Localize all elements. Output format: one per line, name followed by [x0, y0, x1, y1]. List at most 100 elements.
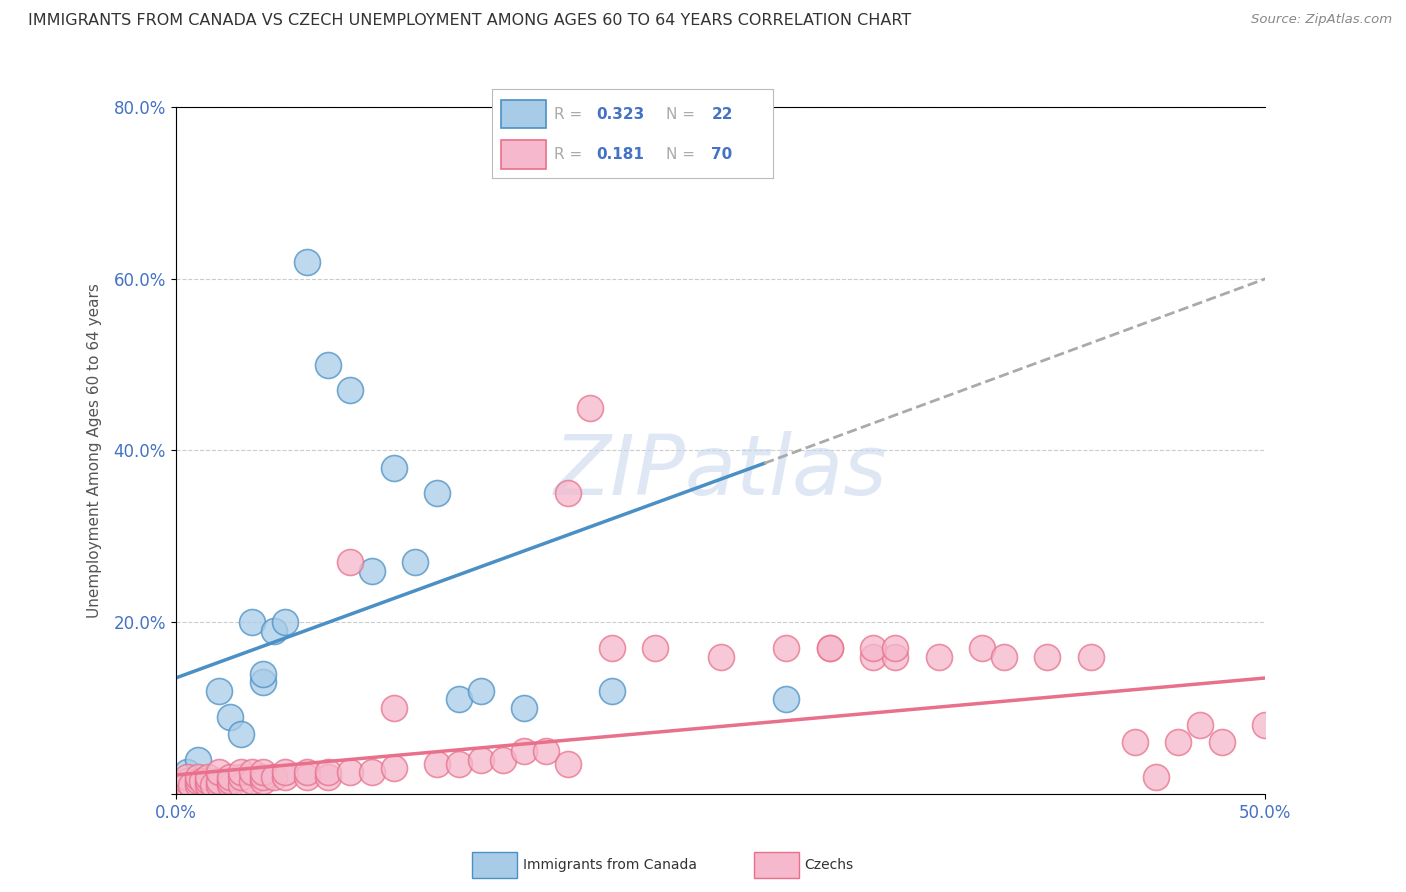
Point: [318, 770, 340, 784]
Point: [295, 765, 318, 780]
Point: [818, 640, 841, 655]
Point: [201, 778, 224, 792]
Y-axis label: Unemployment Among Ages 60 to 64 years: Unemployment Among Ages 60 to 64 years: [87, 283, 103, 618]
Point: [447, 756, 470, 771]
Point: [295, 254, 318, 268]
Point: [513, 744, 536, 758]
Point: [710, 649, 733, 664]
Point: [382, 701, 405, 715]
Point: [295, 770, 318, 784]
Point: [470, 683, 492, 698]
Point: [970, 640, 993, 655]
Text: R =: R =: [554, 147, 592, 161]
Text: 70: 70: [711, 147, 733, 161]
Point: [447, 692, 470, 706]
Point: [775, 692, 797, 706]
Point: [274, 615, 297, 630]
Point: [208, 683, 231, 698]
Point: [1189, 718, 1212, 732]
Point: [208, 778, 231, 792]
Point: [186, 770, 209, 784]
Point: [231, 727, 253, 741]
Point: [862, 649, 884, 664]
Text: N =: N =: [666, 107, 700, 121]
Point: [252, 675, 274, 690]
Point: [186, 774, 209, 789]
Text: Immigrants from Canada: Immigrants from Canada: [523, 858, 697, 872]
Text: ZIPatlas: ZIPatlas: [554, 431, 887, 512]
Point: [600, 640, 623, 655]
Point: [1167, 735, 1189, 749]
Point: [219, 709, 242, 723]
Point: [382, 761, 405, 775]
Point: [197, 774, 219, 789]
Point: [818, 640, 841, 655]
Point: [339, 555, 361, 569]
Point: [252, 770, 274, 784]
Point: [191, 774, 214, 789]
Point: [1123, 735, 1146, 749]
Point: [219, 774, 242, 789]
Point: [339, 384, 361, 398]
Point: [360, 564, 382, 578]
Point: [339, 765, 361, 780]
Point: [600, 683, 623, 698]
Point: [176, 778, 198, 792]
Point: [252, 666, 274, 681]
Point: [176, 774, 198, 789]
FancyBboxPatch shape: [754, 853, 799, 878]
Point: [470, 753, 492, 767]
Point: [274, 770, 297, 784]
Point: [775, 640, 797, 655]
Point: [231, 778, 253, 792]
Point: [1036, 649, 1059, 664]
Point: [197, 770, 219, 784]
Text: 0.323: 0.323: [596, 107, 644, 121]
Point: [1211, 735, 1233, 749]
Point: [1144, 770, 1167, 784]
Point: [186, 753, 209, 767]
Point: [180, 778, 202, 792]
Point: [557, 486, 579, 500]
Point: [208, 765, 231, 780]
Point: [240, 615, 263, 630]
FancyBboxPatch shape: [472, 853, 517, 878]
Point: [263, 624, 285, 638]
Point: [534, 744, 557, 758]
Point: [557, 756, 579, 771]
FancyBboxPatch shape: [501, 140, 546, 169]
Point: [208, 774, 231, 789]
Point: [426, 756, 449, 771]
FancyBboxPatch shape: [501, 100, 546, 128]
Point: [862, 640, 884, 655]
Point: [231, 765, 253, 780]
Point: [186, 778, 209, 792]
Point: [219, 770, 242, 784]
Point: [884, 649, 907, 664]
Point: [382, 460, 405, 475]
Point: [252, 774, 274, 789]
Point: [231, 770, 253, 784]
Point: [360, 765, 382, 780]
Point: [318, 358, 340, 372]
Point: [405, 555, 427, 569]
Text: IMMIGRANTS FROM CANADA VS CZECH UNEMPLOYMENT AMONG AGES 60 TO 64 YEARS CORRELATI: IMMIGRANTS FROM CANADA VS CZECH UNEMPLOY…: [28, 13, 911, 29]
Point: [197, 778, 219, 792]
Point: [318, 765, 340, 780]
Point: [1080, 649, 1102, 664]
Point: [252, 765, 274, 780]
Point: [492, 753, 515, 767]
Point: [928, 649, 950, 664]
Point: [579, 401, 602, 415]
Text: N =: N =: [666, 147, 700, 161]
Text: 0.181: 0.181: [596, 147, 644, 161]
Text: Czechs: Czechs: [804, 858, 853, 872]
Point: [240, 774, 263, 789]
Point: [176, 765, 198, 780]
Point: [884, 640, 907, 655]
Point: [644, 640, 666, 655]
Point: [993, 649, 1015, 664]
Point: [219, 778, 242, 792]
Text: R =: R =: [554, 107, 588, 121]
Point: [513, 701, 536, 715]
